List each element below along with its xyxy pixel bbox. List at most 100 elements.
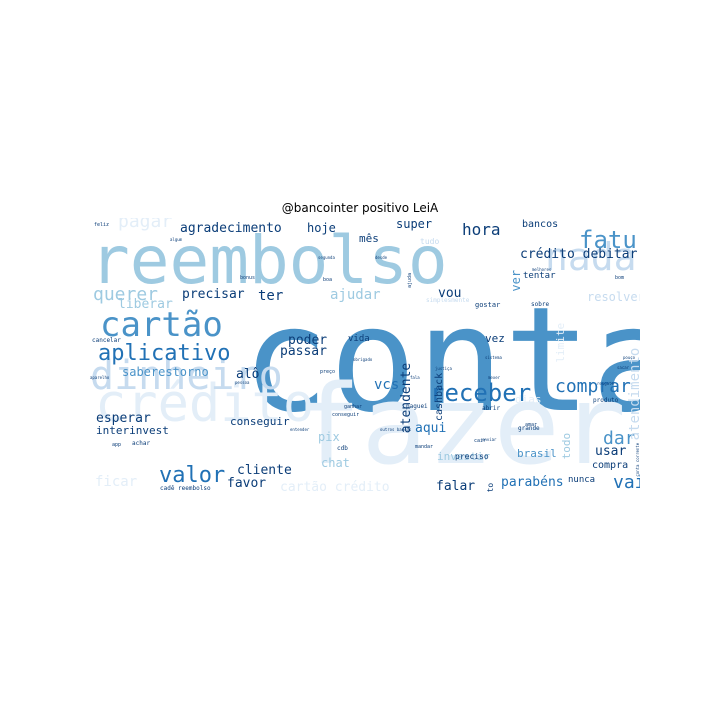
word-cloud-word: ganhar <box>344 404 363 410</box>
word-cloud-word: mês <box>359 232 379 245</box>
word-cloud-word: cadê reembolso <box>160 485 211 492</box>
word-cloud-word: cdb <box>337 445 348 452</box>
word-cloud-word: paguei <box>406 403 428 410</box>
word-cloud-word: interinvest <box>96 424 169 437</box>
word-cloud-word: tudo <box>420 237 440 246</box>
word-cloud-word: aqui <box>415 421 447 436</box>
word-cloud-word: conta corrente <box>635 442 640 477</box>
word-cloud-word: pessoa <box>235 380 250 385</box>
word-cloud-word: mexer <box>488 375 501 380</box>
word-cloud-word: todo <box>560 432 573 460</box>
word-cloud-word: mandar <box>415 444 434 450</box>
word-cloud-word: amar <box>525 422 538 428</box>
word-cloud-word: dar <box>603 428 636 449</box>
word-cloud-word: atendente <box>399 362 414 434</box>
word-cloud-word: brasil <box>517 447 557 460</box>
word-cloud-word: ter <box>258 288 284 304</box>
word-cloud-word: melhores <box>532 267 552 272</box>
word-cloud-word: querer <box>93 284 159 305</box>
word-cloud-word: nada <box>545 235 637 279</box>
word-cloud-word: ajuda <box>407 272 413 288</box>
word-cloud-word: preciso <box>455 452 489 461</box>
word-cloud-word: vez <box>485 332 505 345</box>
word-cloud-word: conta <box>242 276 640 445</box>
word-cloud-word: hoje <box>307 221 336 235</box>
word-cloud-word: passar <box>280 344 327 359</box>
word-cloud-word: entender <box>290 427 310 432</box>
word-cloud-word: enviar <box>482 437 497 442</box>
word-cloud-word: sacar <box>617 365 630 370</box>
word-cloud-word: alô <box>236 367 260 382</box>
word-cloud-word: bonus <box>240 275 256 281</box>
word-cloud-word: produto <box>593 397 619 404</box>
word-cloud-word: falar <box>436 479 476 493</box>
word-cloud-word: saberestorno <box>122 365 209 379</box>
word-cloud-word: bom <box>615 275 625 281</box>
word-cloud-word: simplesmente <box>426 297 470 304</box>
word-cloud-word: dinheiro <box>90 353 283 399</box>
word-cloud-word: nunca <box>568 475 596 485</box>
word-cloud-word: bancos <box>522 219 559 230</box>
word-cloud-word: conseguir <box>332 412 360 418</box>
word-cloud-word: esperar <box>96 411 151 426</box>
word-cloud-word: conseguir <box>230 415 290 428</box>
word-cloud-word: app <box>112 442 122 448</box>
word-cloud-word: grande <box>518 425 540 432</box>
word-cloud-word: cartão <box>100 305 223 345</box>
word-cloud-word: abrir <box>482 405 501 412</box>
word-cloud-word: crédito debitar <box>520 247 638 262</box>
word-cloud-word: vcs <box>374 377 400 393</box>
word-cloud-word: cair <box>474 438 487 444</box>
word-cloud-word: segunda <box>318 255 335 260</box>
word-cloud-word: feliz <box>94 222 110 228</box>
word-cloud-word: obrigado <box>353 357 373 362</box>
word-cloud-word: investir <box>437 450 490 463</box>
word-cloud-word: cartão crédito <box>280 480 390 493</box>
word-cloud-word: favor <box>227 476 267 491</box>
word-cloud-word: vou <box>438 286 462 301</box>
word-cloud-word: sobre <box>531 301 550 308</box>
word-cloud-word: preço <box>320 369 336 375</box>
word-cloud-word: comprar <box>555 376 631 397</box>
word-cloud-word: vai <box>613 472 640 493</box>
word-cloud-word: poder <box>288 333 328 348</box>
word-cloud-word: investimento <box>486 483 495 493</box>
word-cloud-word: usar <box>595 444 627 459</box>
word-cloud-word: liberar <box>118 297 173 312</box>
word-cloud-word: aplicativo <box>98 341 231 366</box>
chart-title: @bancointer positivo LeiA <box>281 201 439 215</box>
word-cloud-word: crédito <box>95 374 315 434</box>
word-cloud-word: tentar <box>523 271 556 281</box>
word-cloud-word: cancelar <box>92 337 121 344</box>
word-cloud-word: atendimento <box>627 347 640 441</box>
word-cloud-word: agradecimento <box>180 221 282 236</box>
word-cloud-word: achar <box>132 440 151 447</box>
word-cloud-word: pix <box>318 430 340 444</box>
word-cloud-word: pagar <box>118 218 173 232</box>
word-cloud-word: ficar <box>95 474 138 490</box>
word-cloud-word: fatura <box>579 226 640 254</box>
word-cloud-word: boa <box>323 277 333 283</box>
word-cloud-word: valor <box>159 463 226 488</box>
word-cloud-word: super <box>396 218 433 231</box>
word-cloud-word: sistema <box>485 355 502 360</box>
word-cloud-word: gostar <box>475 301 501 309</box>
word-cloud-word: limite <box>554 322 567 363</box>
word-cloud-word: algum <box>170 237 183 242</box>
word-cloud-word: desde <box>375 255 388 260</box>
word-cloud-word: pouco <box>623 355 636 360</box>
word-cloud-word: ajudar <box>330 287 381 303</box>
word-cloud: conta fazer reembolso cartão nada crédito dinh… <box>90 218 640 493</box>
word-cloud-word: justiça <box>435 366 452 371</box>
word-cloud-word: resolver <box>587 290 640 304</box>
word-cloud-word: chat <box>321 456 350 470</box>
word-cloud-word: cliente <box>237 463 292 478</box>
word-cloud-word: precisar <box>182 287 245 302</box>
word-cloud-word: hora <box>462 220 501 239</box>
word-cloud-word: vida <box>348 334 370 344</box>
word-cloud-word: outros bancos <box>380 427 412 432</box>
word-cloud-word: compra <box>592 460 629 471</box>
word-cloud-word: fazer <box>295 361 627 489</box>
word-cloud-word: reembolso <box>90 222 448 299</box>
word-cloud-word: resgate <box>597 381 614 386</box>
